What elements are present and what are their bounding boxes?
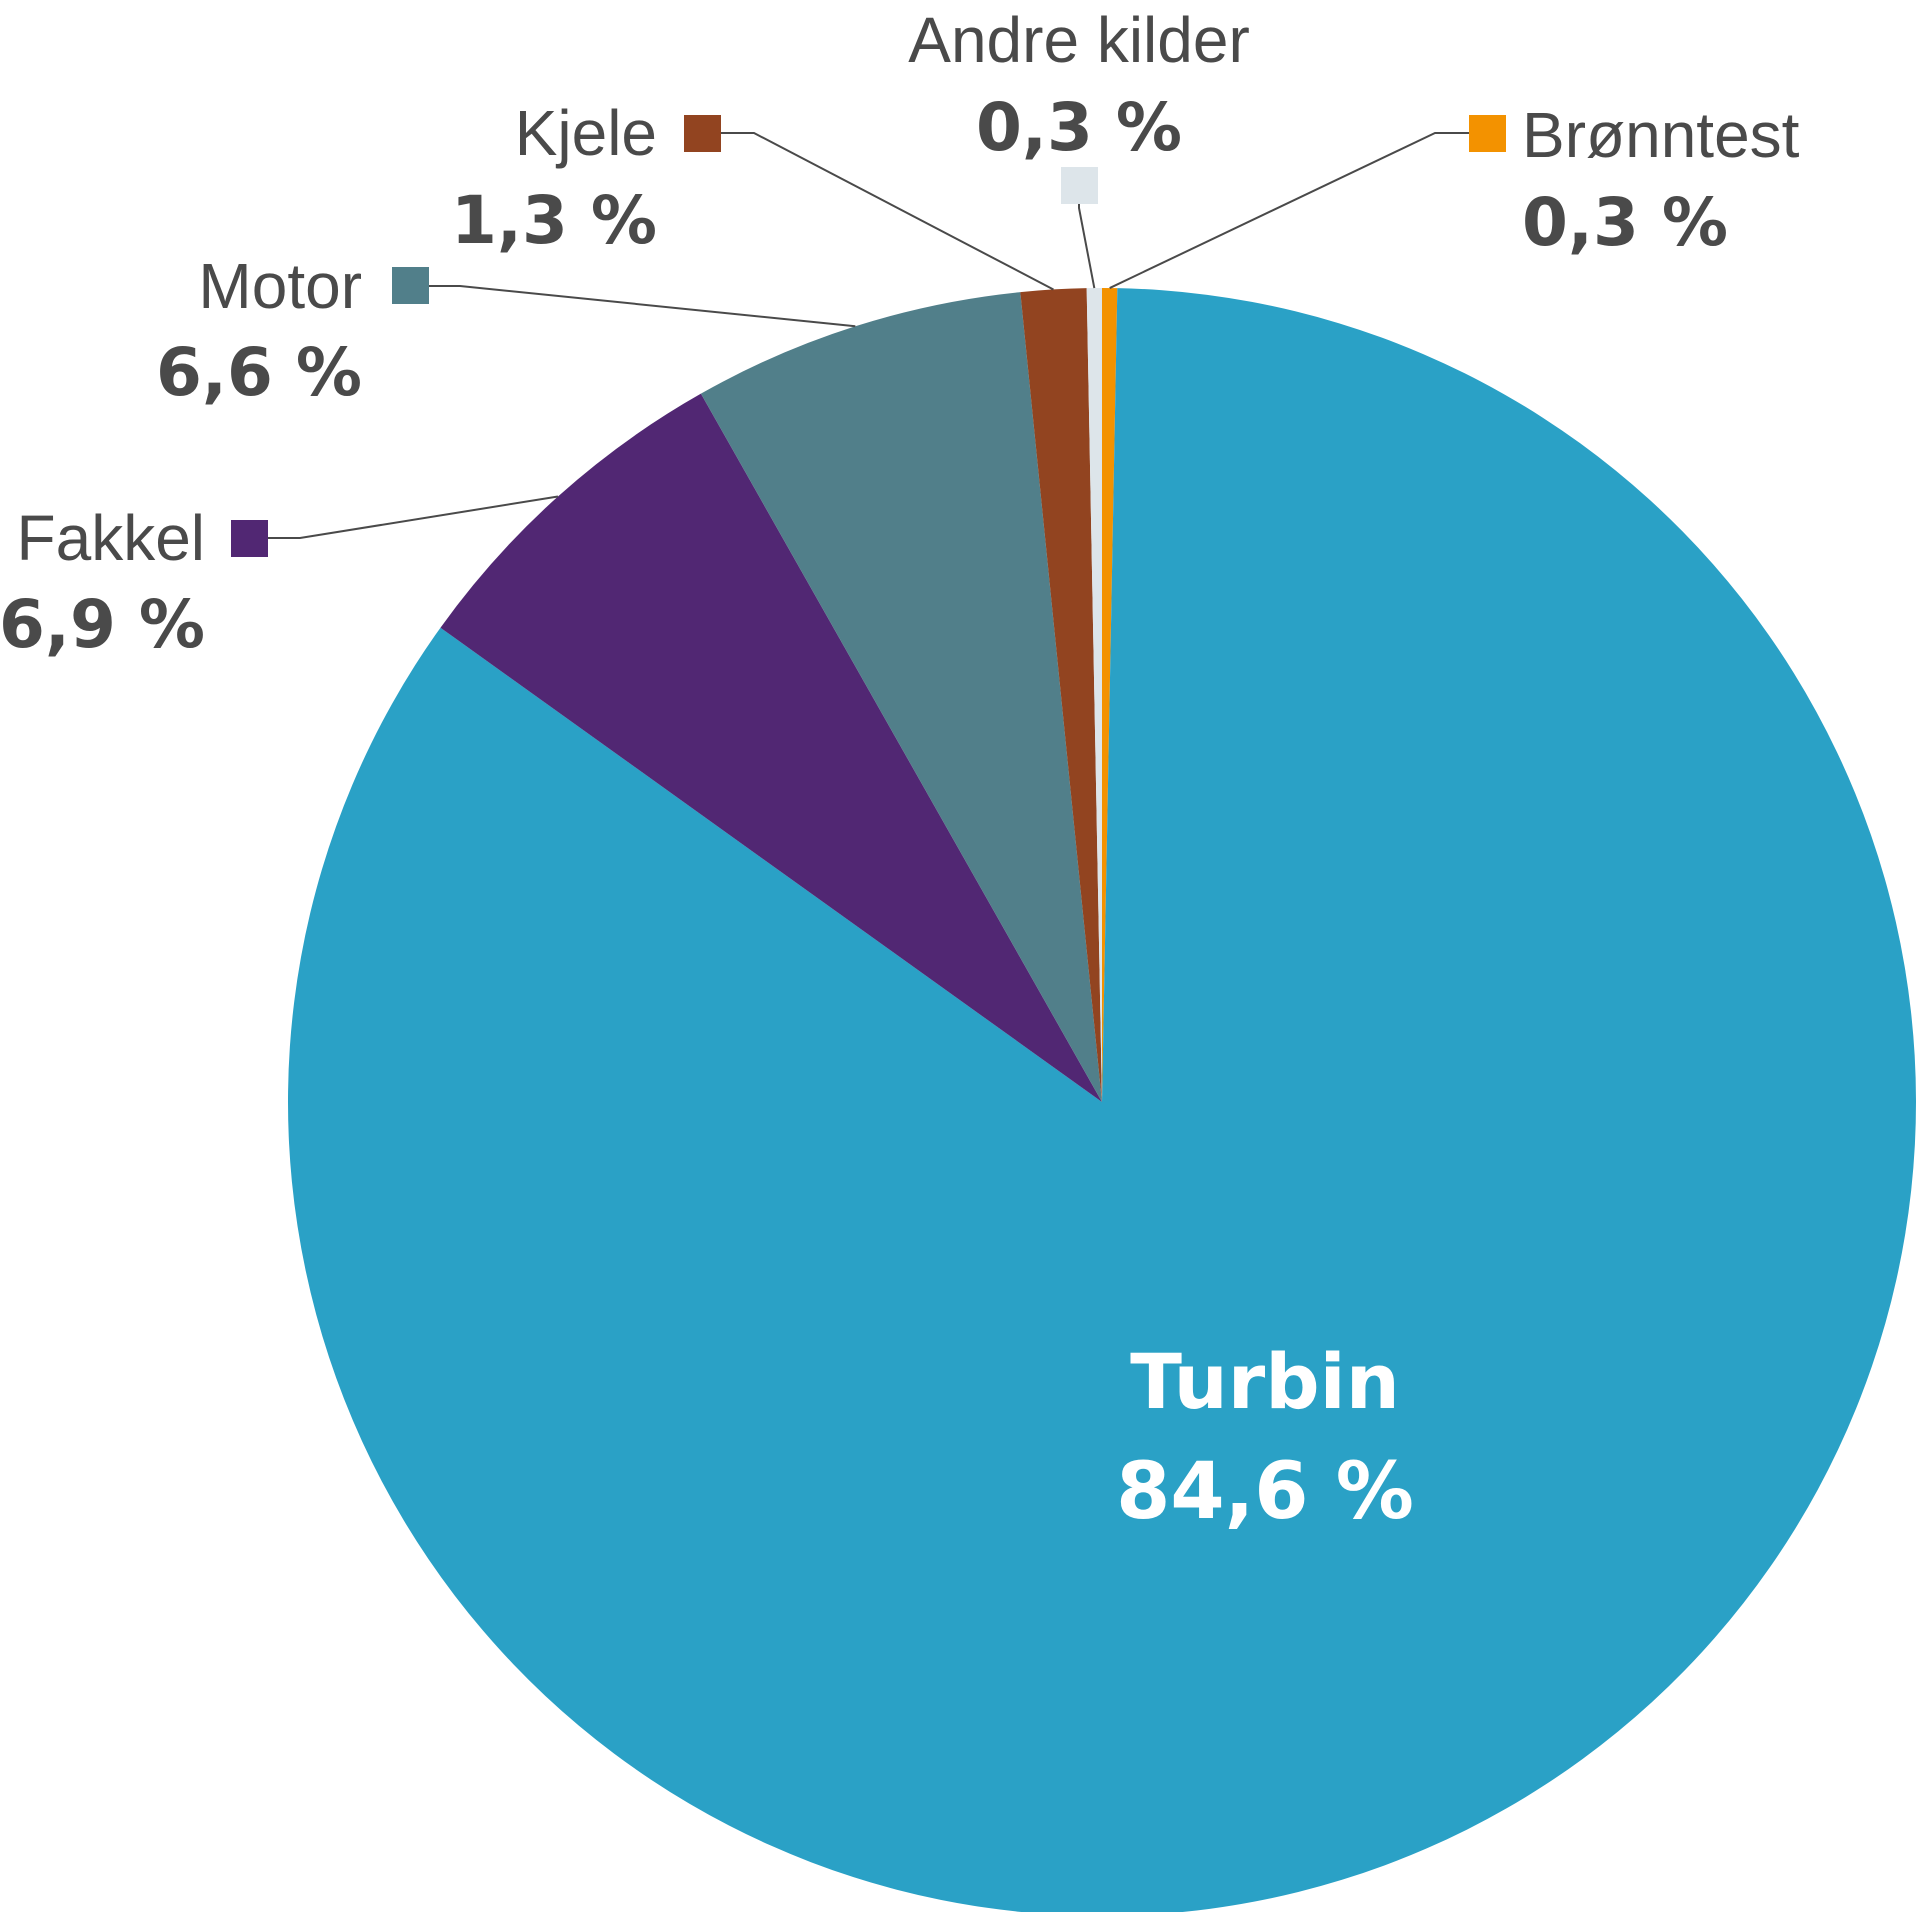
pie-slice-kjele (1020, 288, 1102, 1102)
legend-marker-fakkel (231, 520, 268, 557)
legend-marker-bronntest (1469, 115, 1506, 152)
slice-label-fakkel: Fakkel (17, 502, 206, 574)
slice-label-kjele: Kjele (515, 97, 657, 169)
slice-value-motor: 6,6 % (156, 334, 362, 411)
pie-slice-fakkel (440, 393, 1103, 1102)
slice-label-turbin: Turbin (1130, 1337, 1400, 1426)
leader-line-motor (429, 285, 856, 328)
leader-lines (268, 132, 1469, 539)
pie-slice-bronntest (1102, 288, 1118, 1102)
slice-value-fakkel: 6,9 % (0, 586, 205, 663)
slice-value-kjele: 1,3 % (451, 182, 657, 259)
slice-value-andre-kilder: 0,3 % (976, 89, 1182, 166)
slice-label-andre-kilder: Andre kilder (908, 4, 1250, 76)
slice-value-bronntest: 0,3 % (1522, 184, 1728, 261)
leader-line-fakkel (268, 495, 559, 539)
pie-slice-turbin (288, 288, 1916, 1912)
pie-slice-andre-kilder (1086, 288, 1102, 1102)
legend-marker-kjele (684, 115, 721, 152)
legend-marker-motor (392, 267, 429, 304)
slice-label-motor: Motor (198, 250, 362, 322)
leader-line-andre-kilder (1078, 204, 1096, 289)
slice-label-bronntest: Brønntest (1522, 99, 1800, 171)
pie-slices (288, 288, 1916, 1912)
pie-slice-motor (700, 292, 1102, 1102)
leader-line-kjele (721, 132, 1054, 291)
leader-line-bronntest (1109, 132, 1469, 289)
legend-marker-andre-kilder (1061, 167, 1098, 204)
slice-value-turbin: 84,6 % (1116, 1447, 1414, 1537)
